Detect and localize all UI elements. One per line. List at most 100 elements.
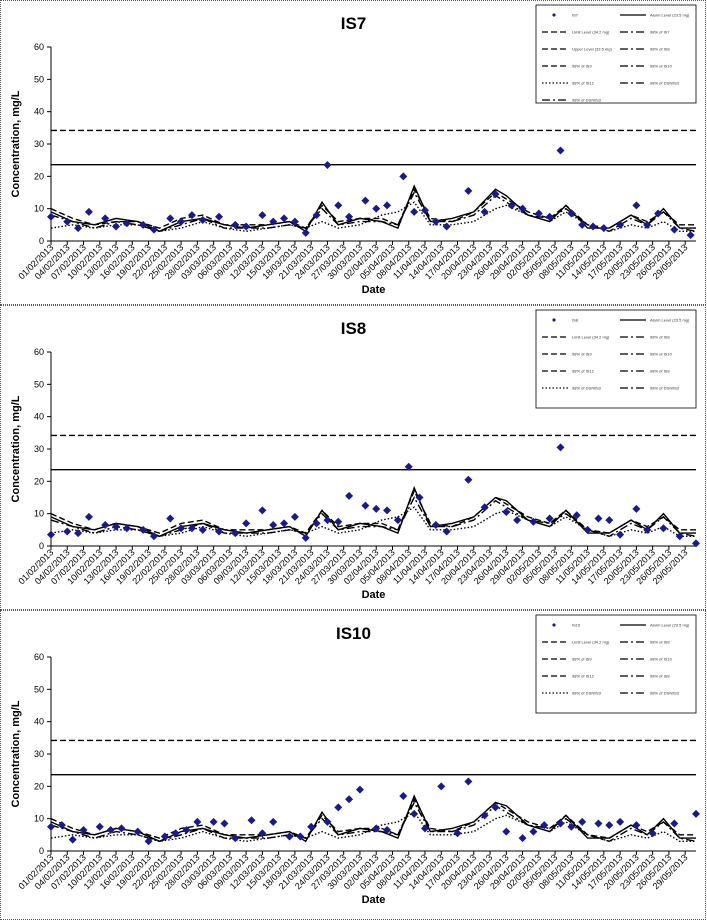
data-point xyxy=(122,524,131,533)
data-point xyxy=(47,212,55,221)
data-point xyxy=(63,217,72,226)
data-point xyxy=(372,204,381,213)
x-axis-label: Date xyxy=(362,284,386,296)
data-point xyxy=(437,782,446,791)
data-point xyxy=(280,519,289,528)
legend-label: 98% of IS7 xyxy=(650,30,670,35)
data-point xyxy=(177,524,186,533)
legend-label: Limit Level (34.2 mg) xyxy=(572,335,610,340)
data-point xyxy=(464,777,473,786)
data-point xyxy=(572,511,581,520)
legend-label: IS7 xyxy=(572,13,579,18)
data-point xyxy=(345,491,354,500)
legend-label: 98% of IS9 xyxy=(572,352,592,357)
legend-label: 98% of DS/WS3 xyxy=(650,386,680,391)
data-point xyxy=(578,220,587,229)
data-point xyxy=(361,196,370,205)
y-tick-label: 0 xyxy=(39,541,44,551)
data-point xyxy=(372,504,381,513)
legend-label: 98% of DS/WS3 xyxy=(572,386,602,391)
legend-label: IS10 xyxy=(572,623,581,628)
data-point xyxy=(529,517,538,526)
data-point xyxy=(215,527,224,536)
data-point xyxy=(556,443,565,452)
data-point xyxy=(675,532,684,541)
y-tick-label: 10 xyxy=(34,204,44,214)
data-point xyxy=(648,829,657,838)
y-tick-label: 30 xyxy=(34,749,44,759)
data-point xyxy=(84,512,93,521)
data-point xyxy=(578,817,587,826)
legend-label: 98% of IS8 xyxy=(650,640,670,645)
y-tick-label: 0 xyxy=(39,846,44,856)
data-point xyxy=(632,821,641,830)
data-point xyxy=(296,832,305,841)
legend-label: 98% of IS12 xyxy=(572,369,595,374)
data-point xyxy=(410,809,419,818)
data-point xyxy=(231,220,240,229)
data-point xyxy=(545,212,554,221)
data-point xyxy=(670,819,679,828)
data-point xyxy=(399,172,408,181)
data-point xyxy=(605,821,614,830)
data-point xyxy=(589,222,598,231)
data-point xyxy=(540,821,549,830)
data-point xyxy=(231,529,240,538)
data-point xyxy=(258,829,267,838)
data-point xyxy=(659,524,668,533)
legend-label: 98% of IS9 xyxy=(572,657,592,662)
data-point xyxy=(198,215,207,224)
data-point xyxy=(269,817,278,826)
data-point xyxy=(47,822,55,831)
legend-swatch xyxy=(552,13,556,17)
data-point xyxy=(312,519,321,528)
y-axis-label: Concentration, mg/L xyxy=(10,90,22,197)
data-point xyxy=(269,520,278,529)
data-point xyxy=(518,834,527,843)
x-axis-label: Date xyxy=(362,589,386,601)
data-point xyxy=(410,207,419,216)
series-line xyxy=(50,811,696,843)
data-point xyxy=(285,832,294,841)
data-point xyxy=(334,517,343,526)
data-point xyxy=(177,217,186,226)
data-point xyxy=(323,817,332,826)
legend-label: 98% of IS8 xyxy=(650,674,670,679)
data-point xyxy=(247,816,256,825)
data-point xyxy=(301,228,310,237)
data-point xyxy=(480,207,489,216)
data-point xyxy=(95,822,104,831)
data-point xyxy=(383,201,392,210)
data-point xyxy=(171,829,180,838)
data-point xyxy=(670,225,679,234)
data-point xyxy=(383,825,392,834)
series-line xyxy=(50,489,696,534)
legend-label: 98% of IS12 xyxy=(572,81,595,86)
legend-label: Limit Level (34.2 mg) xyxy=(572,30,610,35)
data-point xyxy=(643,525,652,534)
legend-label: Upper Level (33.5 mg) xyxy=(572,47,612,52)
data-point xyxy=(480,811,489,820)
data-point xyxy=(290,217,299,226)
data-point xyxy=(643,220,652,229)
data-point xyxy=(453,829,462,838)
data-point xyxy=(68,835,77,844)
data-point xyxy=(372,824,381,833)
data-point xyxy=(491,803,500,812)
y-tick-label: 30 xyxy=(34,444,44,454)
data-point xyxy=(74,529,83,538)
data-point xyxy=(534,209,543,218)
legend-label: Alarm Level (23.5 mg) xyxy=(650,623,690,628)
y-tick-label: 20 xyxy=(34,171,44,181)
data-point xyxy=(301,533,310,542)
y-axis-label: Concentration, mg/L xyxy=(10,700,22,807)
data-point xyxy=(258,506,267,515)
y-tick-label: 50 xyxy=(34,74,44,84)
data-point xyxy=(182,825,191,834)
legend-label: 98% of IS8 xyxy=(650,335,670,340)
data-point xyxy=(415,493,424,502)
data-point xyxy=(442,222,451,231)
data-point xyxy=(269,217,278,226)
data-point xyxy=(166,214,175,223)
